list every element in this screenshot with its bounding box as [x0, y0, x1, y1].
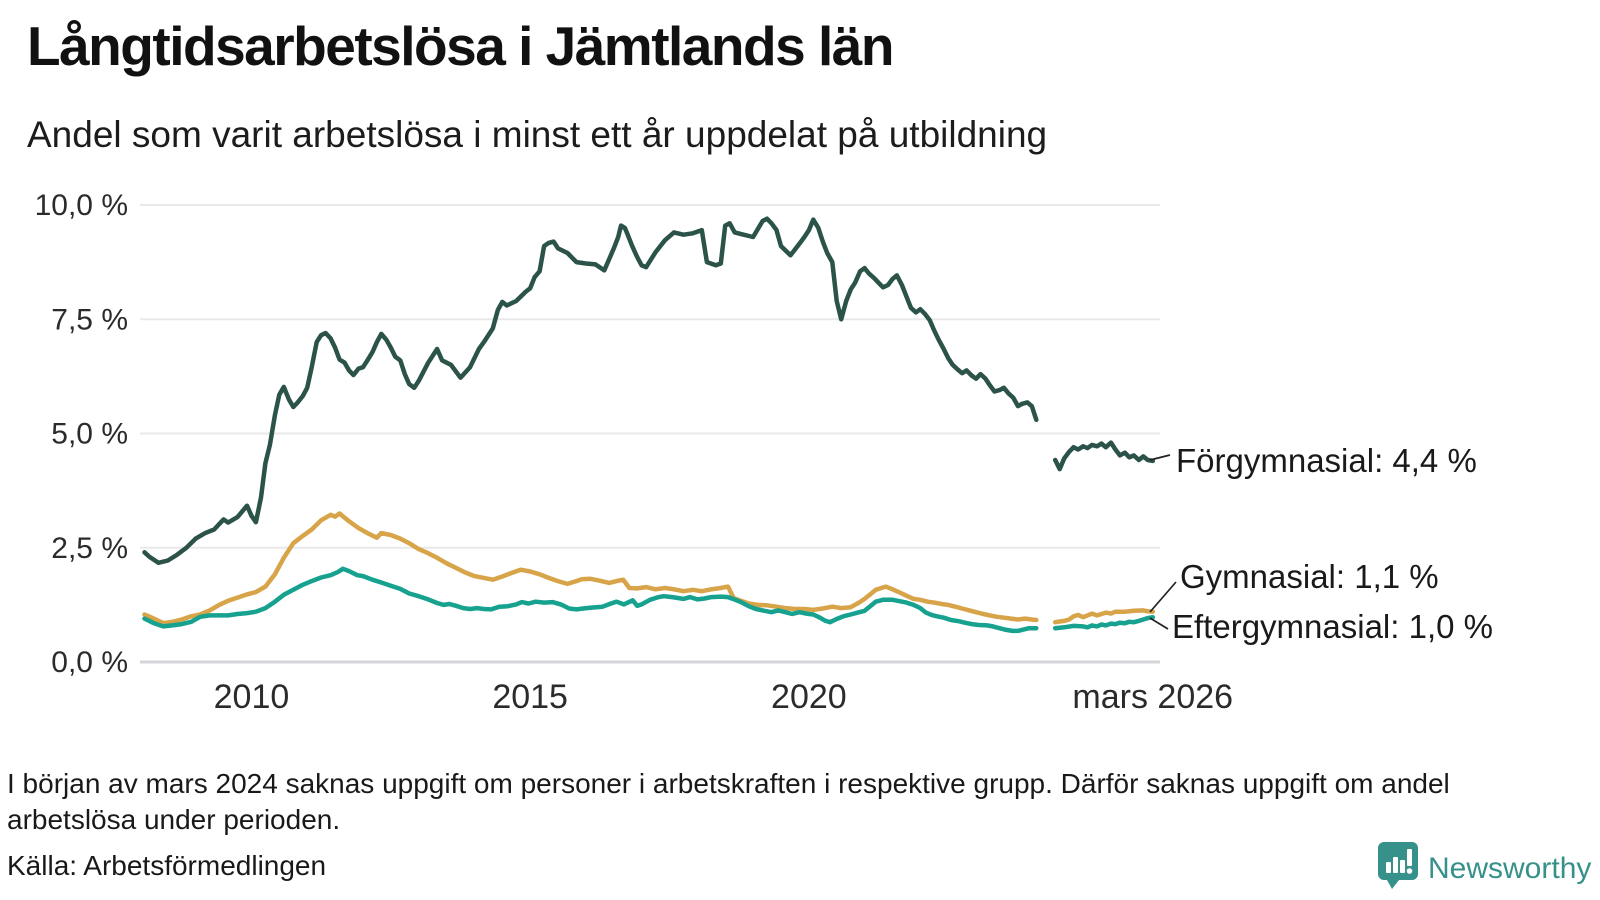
x-tick-label: 2015	[492, 678, 568, 716]
newsworthy-logo-icon	[1378, 842, 1418, 895]
footnote: I början av mars 2024 saknas uppgift om …	[7, 768, 1450, 835]
x-tick-label: 2010	[214, 678, 290, 716]
chart-subtitle: Andel som varit arbetslösa i minst ett å…	[27, 114, 1048, 155]
series-line-eftergymnasial	[1052, 614, 1156, 631]
series-label-forgymnasial: Förgymnasial: 4,4 %	[1176, 442, 1477, 479]
gridlines	[140, 204, 1160, 664]
series-label-gymnasial: Gymnasial: 1,1 %	[1180, 558, 1439, 595]
newsworthy-logo-text: Newsworthy	[1428, 851, 1592, 885]
x-tick-label: mars 2026	[1072, 678, 1233, 716]
series-lines	[142, 216, 1156, 634]
series-label-eftergymnasial: Eftergymnasial: 1,0 %	[1172, 608, 1493, 645]
series-line-forgymnasial	[142, 216, 1039, 566]
connector-forgymnasial	[1149, 454, 1171, 461]
axis-ticks: 0,0 % 2,5 % 5,0 % 7,5 % 10,0 % 2010 2015 2020 ma…	[35, 189, 1233, 716]
y-tick-label: 2,5 %	[51, 532, 128, 565]
source-credit: Källa: Arbetsförmedlingen	[7, 850, 327, 881]
y-tick-label: 7,5 %	[51, 303, 128, 336]
series-line-gymnasial	[142, 511, 1039, 626]
label-connectors	[1149, 454, 1177, 630]
y-tick-label: 10,0 %	[35, 189, 128, 222]
newsworthy-logo-link[interactable]: Newsworthy	[1378, 842, 1591, 895]
y-tick-label: 0,0 %	[51, 646, 128, 679]
series-line-gymnasial	[1052, 608, 1156, 625]
page-title: Långtidsarbetslösa i Jämtlands län	[27, 15, 894, 77]
series-line-eftergymnasial	[142, 566, 1039, 634]
y-tick-label: 5,0 %	[51, 418, 128, 451]
series-line-forgymnasial	[1052, 440, 1156, 472]
connector-gymnasial	[1149, 581, 1177, 613]
connector-eftergymnasial	[1149, 617, 1169, 630]
x-tick-label: 2020	[771, 678, 847, 716]
